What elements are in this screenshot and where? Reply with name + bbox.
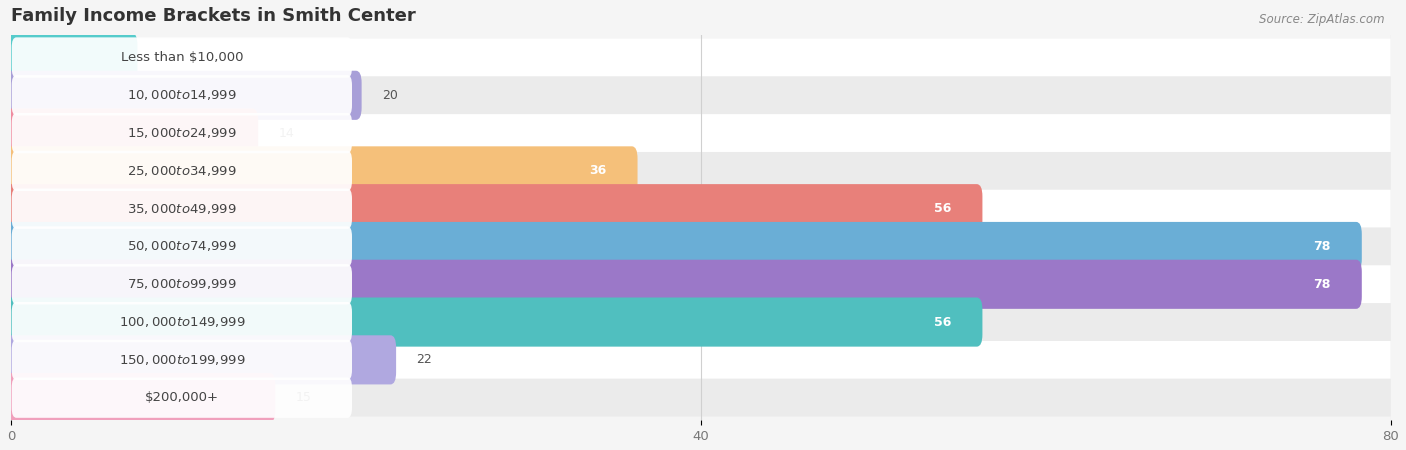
FancyBboxPatch shape xyxy=(11,264,352,304)
Text: 78: 78 xyxy=(1313,240,1330,253)
FancyBboxPatch shape xyxy=(11,226,352,266)
FancyBboxPatch shape xyxy=(11,189,352,229)
FancyBboxPatch shape xyxy=(11,75,352,116)
Text: 14: 14 xyxy=(278,126,294,140)
Text: $50,000 to $74,999: $50,000 to $74,999 xyxy=(127,239,236,253)
FancyBboxPatch shape xyxy=(11,266,1391,303)
FancyBboxPatch shape xyxy=(11,76,1391,114)
FancyBboxPatch shape xyxy=(11,113,352,153)
Text: 56: 56 xyxy=(934,315,950,328)
Text: $100,000 to $149,999: $100,000 to $149,999 xyxy=(118,315,245,329)
Text: 22: 22 xyxy=(416,353,432,366)
Text: Less than $10,000: Less than $10,000 xyxy=(121,51,243,64)
FancyBboxPatch shape xyxy=(11,190,1391,228)
FancyBboxPatch shape xyxy=(11,37,352,78)
FancyBboxPatch shape xyxy=(6,184,983,233)
Text: 20: 20 xyxy=(382,89,398,102)
FancyBboxPatch shape xyxy=(6,222,1362,271)
FancyBboxPatch shape xyxy=(11,378,352,418)
FancyBboxPatch shape xyxy=(11,379,1391,417)
FancyBboxPatch shape xyxy=(6,297,983,346)
FancyBboxPatch shape xyxy=(6,108,259,158)
FancyBboxPatch shape xyxy=(6,260,1362,309)
FancyBboxPatch shape xyxy=(11,114,1391,152)
FancyBboxPatch shape xyxy=(11,341,1391,379)
FancyBboxPatch shape xyxy=(6,71,361,120)
Text: $25,000 to $34,999: $25,000 to $34,999 xyxy=(127,164,236,178)
Text: 78: 78 xyxy=(1313,278,1330,291)
FancyBboxPatch shape xyxy=(11,340,352,380)
FancyBboxPatch shape xyxy=(11,302,352,342)
Text: $150,000 to $199,999: $150,000 to $199,999 xyxy=(118,353,245,367)
Text: $75,000 to $99,999: $75,000 to $99,999 xyxy=(127,277,236,291)
FancyBboxPatch shape xyxy=(6,335,396,384)
FancyBboxPatch shape xyxy=(11,152,1391,190)
Text: 15: 15 xyxy=(295,391,312,404)
Text: Family Income Brackets in Smith Center: Family Income Brackets in Smith Center xyxy=(11,7,416,25)
FancyBboxPatch shape xyxy=(11,303,1391,341)
FancyBboxPatch shape xyxy=(6,373,276,422)
FancyBboxPatch shape xyxy=(6,146,637,195)
Text: $35,000 to $49,999: $35,000 to $49,999 xyxy=(127,202,236,216)
FancyBboxPatch shape xyxy=(6,33,138,82)
Text: 56: 56 xyxy=(934,202,950,215)
Text: Source: ZipAtlas.com: Source: ZipAtlas.com xyxy=(1260,14,1385,27)
Text: $200,000+: $200,000+ xyxy=(145,391,219,404)
Text: $15,000 to $24,999: $15,000 to $24,999 xyxy=(127,126,236,140)
FancyBboxPatch shape xyxy=(11,39,1391,76)
Text: $10,000 to $14,999: $10,000 to $14,999 xyxy=(127,88,236,102)
Text: 36: 36 xyxy=(589,164,606,177)
FancyBboxPatch shape xyxy=(11,151,352,191)
FancyBboxPatch shape xyxy=(11,228,1391,266)
Text: 7: 7 xyxy=(157,51,166,64)
